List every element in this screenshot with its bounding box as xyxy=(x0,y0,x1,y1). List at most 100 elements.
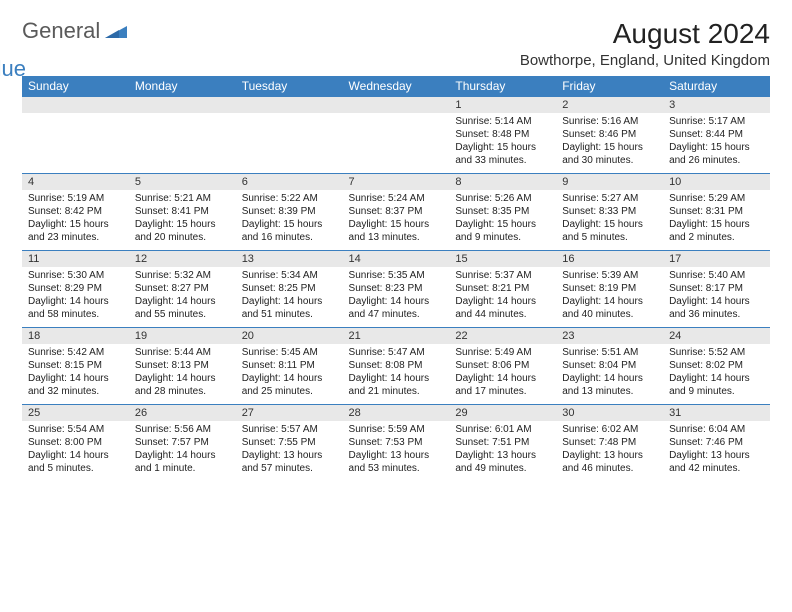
day-header: Monday xyxy=(129,76,236,97)
day-number: 24 xyxy=(663,328,770,344)
day-header: Tuesday xyxy=(236,76,343,97)
daylight-text: Daylight: 15 hours and 23 minutes. xyxy=(28,218,123,244)
daylight-text: Daylight: 13 hours and 49 minutes. xyxy=(455,449,550,475)
week-body-row: Sunrise: 5:14 AMSunset: 8:48 PMDaylight:… xyxy=(22,113,770,174)
day-cell: Sunrise: 5:22 AMSunset: 8:39 PMDaylight:… xyxy=(236,190,343,251)
sunset-text: Sunset: 8:02 PM xyxy=(669,359,764,372)
sunrise-text: Sunrise: 5:57 AM xyxy=(242,423,337,436)
daylight-text: Daylight: 14 hours and 13 minutes. xyxy=(562,372,657,398)
sunset-text: Sunset: 8:00 PM xyxy=(28,436,123,449)
day-number: 27 xyxy=(236,405,343,421)
day-number-cell: 26 xyxy=(129,405,236,422)
sunrise-text: Sunrise: 5:26 AM xyxy=(455,192,550,205)
day-number-cell: 2 xyxy=(556,97,663,114)
day-cell: Sunrise: 5:32 AMSunset: 8:27 PMDaylight:… xyxy=(129,267,236,328)
sunset-text: Sunset: 8:35 PM xyxy=(455,205,550,218)
calendar-table: SundayMondayTuesdayWednesdayThursdayFrid… xyxy=(22,76,770,481)
daylight-text: Daylight: 14 hours and 55 minutes. xyxy=(135,295,230,321)
day-number: 26 xyxy=(129,405,236,421)
sunrise-text: Sunrise: 5:45 AM xyxy=(242,346,337,359)
day-number-cell: 19 xyxy=(129,328,236,345)
day-cell: Sunrise: 5:24 AMSunset: 8:37 PMDaylight:… xyxy=(343,190,450,251)
daylight-text: Daylight: 14 hours and 21 minutes. xyxy=(349,372,444,398)
sunset-text: Sunset: 8:29 PM xyxy=(28,282,123,295)
day-number: 8 xyxy=(449,174,556,190)
sunset-text: Sunset: 7:48 PM xyxy=(562,436,657,449)
daylight-text: Daylight: 15 hours and 33 minutes. xyxy=(455,141,550,167)
day-number: 17 xyxy=(663,251,770,267)
day-number: 1 xyxy=(449,97,556,113)
day-number: 11 xyxy=(22,251,129,267)
daylight-text: Daylight: 14 hours and 40 minutes. xyxy=(562,295,657,321)
day-number: 13 xyxy=(236,251,343,267)
day-number-cell: 6 xyxy=(236,174,343,191)
day-info: Sunrise: 6:01 AMSunset: 7:51 PMDaylight:… xyxy=(449,421,556,481)
day-cell: Sunrise: 6:04 AMSunset: 7:46 PMDaylight:… xyxy=(663,421,770,481)
header: General Blue August 2024 Bowthorpe, Engl… xyxy=(22,18,770,70)
day-number: 22 xyxy=(449,328,556,344)
sunrise-text: Sunrise: 6:01 AM xyxy=(455,423,550,436)
day-info: Sunrise: 5:39 AMSunset: 8:19 PMDaylight:… xyxy=(556,267,663,327)
day-header-row: SundayMondayTuesdayWednesdayThursdayFrid… xyxy=(22,76,770,97)
day-info: Sunrise: 5:22 AMSunset: 8:39 PMDaylight:… xyxy=(236,190,343,250)
day-cell: Sunrise: 5:17 AMSunset: 8:44 PMDaylight:… xyxy=(663,113,770,174)
day-number-cell xyxy=(343,97,450,114)
sunrise-text: Sunrise: 5:29 AM xyxy=(669,192,764,205)
day-info: Sunrise: 5:27 AMSunset: 8:33 PMDaylight:… xyxy=(556,190,663,250)
day-cell: Sunrise: 5:44 AMSunset: 8:13 PMDaylight:… xyxy=(129,344,236,405)
day-info: Sunrise: 5:24 AMSunset: 8:37 PMDaylight:… xyxy=(343,190,450,250)
day-number: 23 xyxy=(556,328,663,344)
day-cell: Sunrise: 5:16 AMSunset: 8:46 PMDaylight:… xyxy=(556,113,663,174)
day-info: Sunrise: 5:59 AMSunset: 7:53 PMDaylight:… xyxy=(343,421,450,481)
daylight-text: Daylight: 14 hours and 58 minutes. xyxy=(28,295,123,321)
day-number-cell: 23 xyxy=(556,328,663,345)
location: Bowthorpe, England, United Kingdom xyxy=(520,52,770,69)
day-cell: Sunrise: 5:37 AMSunset: 8:21 PMDaylight:… xyxy=(449,267,556,328)
day-info: Sunrise: 5:30 AMSunset: 8:29 PMDaylight:… xyxy=(22,267,129,327)
day-info: Sunrise: 5:54 AMSunset: 8:00 PMDaylight:… xyxy=(22,421,129,481)
day-info: Sunrise: 5:42 AMSunset: 8:15 PMDaylight:… xyxy=(22,344,129,404)
day-number-cell xyxy=(22,97,129,114)
day-info: Sunrise: 5:49 AMSunset: 8:06 PMDaylight:… xyxy=(449,344,556,404)
calendar-body: 123Sunrise: 5:14 AMSunset: 8:48 PMDaylig… xyxy=(22,97,770,482)
title-block: August 2024 Bowthorpe, England, United K… xyxy=(520,18,770,69)
sunset-text: Sunset: 8:42 PM xyxy=(28,205,123,218)
sunset-text: Sunset: 7:51 PM xyxy=(455,436,550,449)
day-header: Friday xyxy=(556,76,663,97)
day-cell: Sunrise: 5:56 AMSunset: 7:57 PMDaylight:… xyxy=(129,421,236,481)
day-number: 5 xyxy=(129,174,236,190)
day-cell: Sunrise: 5:26 AMSunset: 8:35 PMDaylight:… xyxy=(449,190,556,251)
sunset-text: Sunset: 8:19 PM xyxy=(562,282,657,295)
day-number-cell: 15 xyxy=(449,251,556,268)
day-info: Sunrise: 5:45 AMSunset: 8:11 PMDaylight:… xyxy=(236,344,343,404)
sunset-text: Sunset: 8:44 PM xyxy=(669,128,764,141)
sunset-text: Sunset: 7:46 PM xyxy=(669,436,764,449)
day-info: Sunrise: 5:21 AMSunset: 8:41 PMDaylight:… xyxy=(129,190,236,250)
day-cell: Sunrise: 5:51 AMSunset: 8:04 PMDaylight:… xyxy=(556,344,663,405)
sunset-text: Sunset: 7:55 PM xyxy=(242,436,337,449)
day-info: Sunrise: 5:14 AMSunset: 8:48 PMDaylight:… xyxy=(449,113,556,173)
day-info: Sunrise: 5:51 AMSunset: 8:04 PMDaylight:… xyxy=(556,344,663,404)
week-daynum-row: 123 xyxy=(22,97,770,114)
day-number-cell: 7 xyxy=(343,174,450,191)
daylight-text: Daylight: 15 hours and 16 minutes. xyxy=(242,218,337,244)
sunset-text: Sunset: 8:08 PM xyxy=(349,359,444,372)
daylight-text: Daylight: 14 hours and 36 minutes. xyxy=(669,295,764,321)
day-number: 31 xyxy=(663,405,770,421)
daylight-text: Daylight: 14 hours and 47 minutes. xyxy=(349,295,444,321)
day-cell: Sunrise: 5:39 AMSunset: 8:19 PMDaylight:… xyxy=(556,267,663,328)
day-info: Sunrise: 5:29 AMSunset: 8:31 PMDaylight:… xyxy=(663,190,770,250)
sunrise-text: Sunrise: 5:14 AM xyxy=(455,115,550,128)
day-cell: Sunrise: 5:21 AMSunset: 8:41 PMDaylight:… xyxy=(129,190,236,251)
day-number-cell: 12 xyxy=(129,251,236,268)
daylight-text: Daylight: 15 hours and 9 minutes. xyxy=(455,218,550,244)
day-number: 16 xyxy=(556,251,663,267)
day-cell: Sunrise: 5:35 AMSunset: 8:23 PMDaylight:… xyxy=(343,267,450,328)
sunset-text: Sunset: 7:53 PM xyxy=(349,436,444,449)
daylight-text: Daylight: 15 hours and 26 minutes. xyxy=(669,141,764,167)
sunrise-text: Sunrise: 5:16 AM xyxy=(562,115,657,128)
sunrise-text: Sunrise: 5:32 AM xyxy=(135,269,230,282)
day-info: Sunrise: 5:56 AMSunset: 7:57 PMDaylight:… xyxy=(129,421,236,481)
sunset-text: Sunset: 7:57 PM xyxy=(135,436,230,449)
day-cell: Sunrise: 5:14 AMSunset: 8:48 PMDaylight:… xyxy=(449,113,556,174)
